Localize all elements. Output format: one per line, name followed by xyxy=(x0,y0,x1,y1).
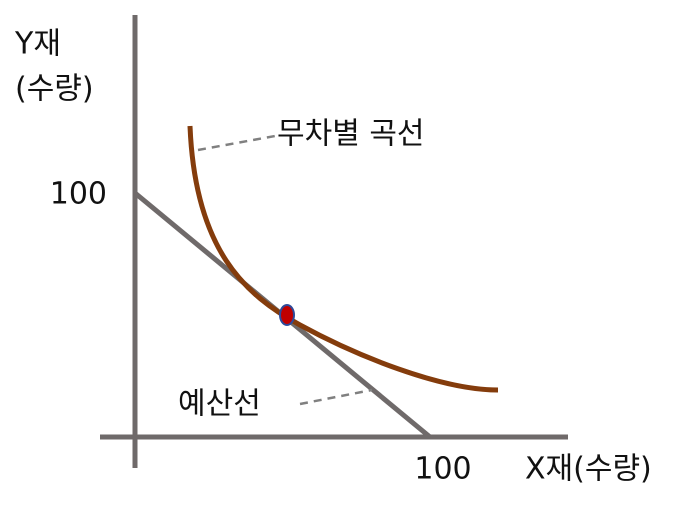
leader-line xyxy=(299,388,373,406)
leader-line xyxy=(197,134,276,152)
budget-line-label: 예산선 xyxy=(178,387,261,422)
indifference-curve xyxy=(187,125,499,393)
y-axis-title: Y재 xyxy=(14,27,61,62)
y-axis-value: 100 xyxy=(50,177,107,212)
indifference-curve-label: 무차별 곡선 xyxy=(277,117,425,152)
x-axis-value: 100 xyxy=(414,452,471,487)
tangent-point xyxy=(279,304,295,326)
y-axis-unit: (수량) xyxy=(15,72,94,107)
x-axis-title: X재(수량) xyxy=(525,452,652,487)
